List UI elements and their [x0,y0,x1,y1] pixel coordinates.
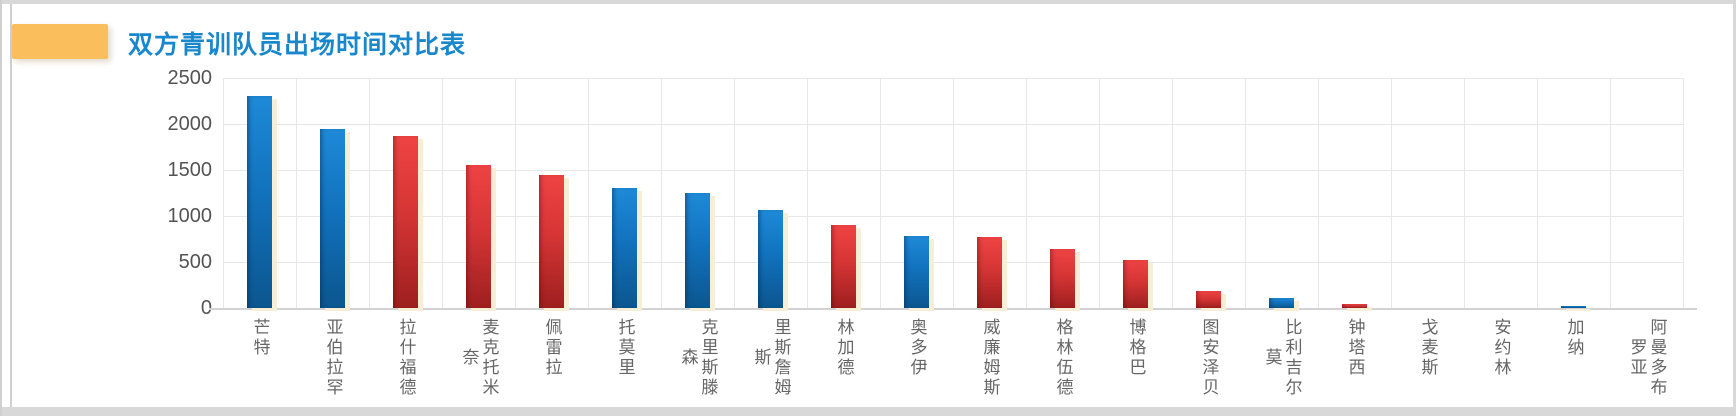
bar [1342,304,1367,308]
x-axis-label: 亚伯拉罕 [296,318,369,398]
gridline-vertical [1610,78,1611,308]
gridline-vertical [223,78,224,308]
gridline-vertical [1537,78,1538,308]
x-axis-label-text: 奥多伊 [907,318,927,378]
x-axis-label-text: 戈麦斯 [1418,318,1438,378]
y-axis-tick-label: 500 [178,251,212,273]
bar [1269,298,1294,308]
x-axis-label-text: 罗亚 [1627,338,1647,378]
x-axis-label-text: 托莫里 [615,318,635,378]
title-accent-bar [12,24,108,59]
bar [831,225,856,308]
x-axis-line [209,308,1697,310]
bar [1123,260,1148,308]
gridline-vertical [1245,78,1246,308]
x-axis-label-text: 芒特 [250,318,270,358]
y-axis-tick-label: 1000 [167,205,213,227]
x-axis-label: 阿曼多布 罗亚 [1610,318,1683,398]
frame-bottom [0,407,1736,416]
gridline-vertical [1391,78,1392,308]
gridline-vertical [1172,78,1173,308]
x-axis-label-text: 格林伍德 [1053,318,1073,398]
x-axis-label-text: 威廉姆斯 [980,318,1000,398]
x-axis-label: 格林伍德 [1026,318,1099,398]
gridline-vertical [1318,78,1319,308]
frame-left-inner [10,4,12,407]
x-axis-label: 戈麦斯 [1391,318,1464,398]
bar [1561,306,1586,308]
gridline-vertical [661,78,662,308]
x-axis-label-text: 克里斯滕 [698,318,718,398]
gridline-vertical [588,78,589,308]
gridline-vertical [953,78,954,308]
x-axis-label: 博格巴 [1099,318,1172,398]
x-axis-label: 加纳 [1537,318,1610,398]
x-axis-label: 麦克托米奈 [442,318,515,398]
x-axis-label: 比利吉尔莫 [1245,318,1318,398]
x-axis-label-text: 莫 [1262,348,1282,368]
bar [466,165,491,308]
x-axis-label-text: 加纳 [1564,318,1584,358]
x-axis-label-text: 斯 [751,348,771,368]
gridline-vertical [1464,78,1465,308]
bar [1196,291,1221,308]
y-axis-tick-label: 2500 [167,67,213,89]
x-axis-label: 克里斯滕森 [661,318,734,398]
x-axis-label-text: 安约林 [1491,318,1511,378]
x-axis-label-text: 钟塔西 [1345,318,1365,378]
x-axis-label: 钟塔西 [1318,318,1391,398]
gridline-vertical [880,78,881,308]
x-axis-label: 安约林 [1464,318,1537,398]
x-axis-label: 林加德 [807,318,880,398]
bar [247,96,272,308]
gridline-vertical [1683,78,1684,308]
gridline-vertical [1099,78,1100,308]
gridline-vertical [1026,78,1027,308]
bar [758,210,783,308]
y-axis-tick-label: 0 [200,297,212,319]
x-axis-label-text: 森 [678,348,698,368]
x-axis-label-text: 拉什福德 [396,318,416,398]
x-axis-label: 托莫里 [588,318,661,398]
frame-top [0,0,1736,4]
gridline-vertical [515,78,516,308]
x-axis-label-text: 比利吉尔 [1282,318,1302,398]
x-axis-label: 威廉姆斯 [953,318,1026,398]
x-axis-label: 拉什福德 [369,318,442,398]
y-axis-tick-label: 2000 [167,113,213,135]
x-axis-label: 佩雷拉 [515,318,588,398]
x-axis-label-text: 博格巴 [1126,318,1146,378]
x-axis-label: 里斯詹姆斯 [734,318,807,398]
bar [320,129,345,308]
x-axis-label-text: 亚伯拉罕 [323,318,343,398]
bar [977,237,1002,308]
y-axis-tick-label: 1500 [167,159,213,181]
bar [393,136,418,308]
gridline-vertical [442,78,443,308]
x-axis-label-text: 阿曼多布 [1647,318,1667,398]
frame-left-outer [0,0,2,416]
bar [904,236,929,308]
bar [685,193,710,308]
bar [612,188,637,308]
bar [1050,249,1075,308]
x-axis-label-text: 林加德 [834,318,854,378]
gridline-vertical [734,78,735,308]
x-axis-label-text: 佩雷拉 [542,318,562,378]
x-axis-label: 芒特 [223,318,296,398]
x-axis-label-text: 奈 [459,348,479,368]
gridline-vertical [296,78,297,308]
x-axis-label-text: 图安泽贝 [1199,318,1219,398]
frame-right [1733,0,1736,416]
gridline-vertical [807,78,808,308]
x-axis-label-text: 里斯詹姆 [771,318,791,398]
gridline-vertical [369,78,370,308]
x-axis-label: 奥多伊 [880,318,953,398]
chart-title: 双方青训队员出场时间对比表 [128,31,467,59]
bar [539,175,564,308]
x-axis-label-text: 麦克托米 [479,318,499,398]
x-axis-label: 图安泽贝 [1172,318,1245,398]
